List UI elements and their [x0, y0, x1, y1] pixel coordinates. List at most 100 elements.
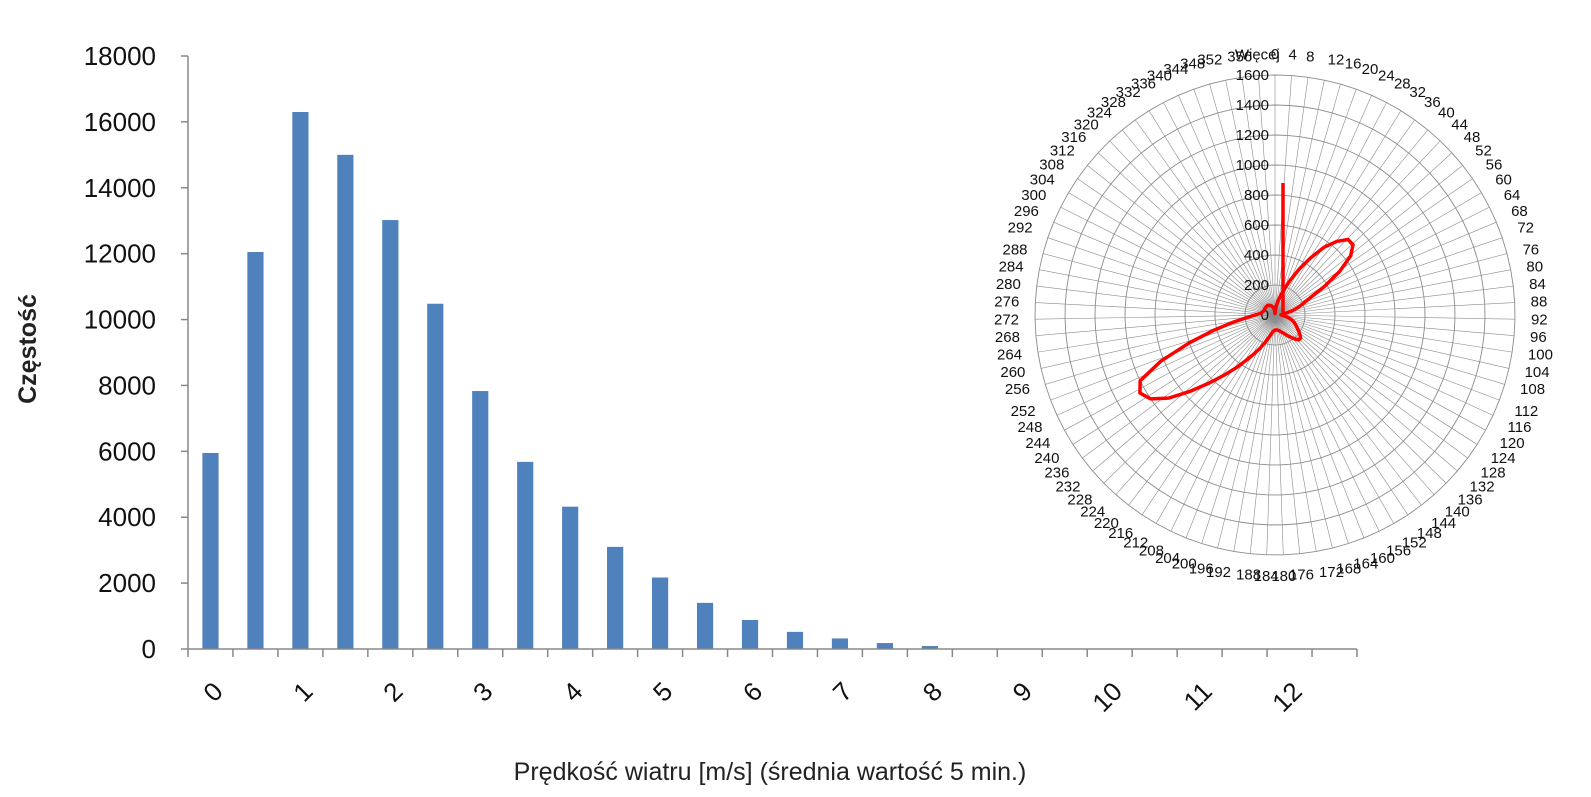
angle-label: 320	[1074, 116, 1099, 133]
angle-label: 72	[1517, 220, 1534, 237]
angle-label: 60	[1495, 171, 1512, 188]
y-tick-label: 8000	[98, 370, 156, 400]
bar	[517, 461, 534, 649]
radial-ticks: 0 200 400 600 800 1000 1200 1400 1600	[1236, 67, 1269, 324]
bar	[652, 577, 669, 649]
radial-tick-label: 1400	[1236, 97, 1269, 114]
y-axis-title: Częstość	[14, 294, 42, 404]
angle-label: 184	[1254, 568, 1279, 585]
angle-label: 28	[1394, 75, 1411, 92]
angle-label: 104	[1525, 364, 1550, 381]
angle-label: 156	[1386, 543, 1411, 560]
bar	[292, 112, 309, 649]
angle-label: 356	[1227, 48, 1252, 65]
angle-label: 140	[1445, 504, 1470, 521]
angle-label: 204	[1155, 550, 1180, 567]
angle-label: 192	[1206, 564, 1231, 581]
angle-label: 220	[1094, 515, 1119, 532]
angle-label: 256	[1005, 381, 1030, 398]
angle-label: 216	[1108, 525, 1133, 542]
angle-label: 244	[1025, 435, 1050, 452]
angle-label: 124	[1491, 450, 1516, 467]
radial-tick-label: 1000	[1236, 157, 1269, 174]
angle-label: 56	[1486, 157, 1503, 174]
angle-label: 148	[1417, 525, 1442, 542]
angle-label: 336	[1131, 75, 1156, 92]
radial-tick-label: 1600	[1236, 67, 1269, 84]
angle-label: 348	[1180, 56, 1205, 73]
angle-label: 316	[1061, 129, 1086, 146]
angle-label: 300	[1021, 187, 1046, 204]
bar	[562, 506, 579, 649]
angle-label: 236	[1044, 465, 1069, 482]
angle-label: 112	[1514, 403, 1538, 420]
y-tick-label: 18000	[84, 41, 156, 71]
y-tick-label: 6000	[98, 436, 156, 466]
angle-label: 284	[999, 259, 1024, 276]
angle-label: 332	[1116, 84, 1141, 101]
angle-label: 96	[1530, 329, 1547, 346]
angle-label: 36	[1424, 94, 1441, 111]
angle-label: 224	[1080, 504, 1105, 521]
angle-label: 84	[1529, 276, 1546, 293]
angle-label: 128	[1481, 465, 1506, 482]
angle-label: 312	[1050, 142, 1075, 159]
angle-label: 180	[1271, 568, 1296, 585]
y-tick-label: 0	[142, 634, 156, 664]
angle-label: 276	[994, 294, 1019, 311]
angle-label: 172	[1319, 564, 1344, 581]
angle-label: 288	[1003, 241, 1028, 258]
x-tick-label: 8	[917, 676, 948, 707]
angle-label: 32	[1409, 84, 1426, 101]
bar	[427, 303, 444, 649]
y-tick-label: 4000	[98, 502, 156, 532]
radial-tick-label: 800	[1244, 187, 1269, 204]
radar-gridline	[1244, 284, 1306, 346]
x-axis-title: Prędkość wiatru [m/s] (średnia wartość 5…	[514, 758, 1027, 786]
angle-label: 200	[1172, 556, 1197, 573]
angle-label: 64	[1504, 187, 1521, 204]
y-tick-label: 12000	[84, 239, 156, 269]
angle-label: 352	[1197, 51, 1222, 68]
angle-label: 344	[1163, 61, 1188, 78]
radial-tick-label: 200	[1244, 277, 1269, 294]
y-tick-label: 2000	[98, 568, 156, 598]
bar	[337, 154, 354, 650]
angle-label: 40	[1438, 105, 1455, 122]
bar	[607, 546, 624, 649]
bars	[202, 112, 938, 650]
angle-label: 164	[1353, 556, 1378, 573]
y-tick-label: 10000	[84, 305, 156, 335]
bar	[831, 638, 849, 649]
bar	[741, 620, 759, 649]
radar-gridline	[1064, 104, 1486, 526]
radial-tick-label: 1200	[1236, 127, 1269, 144]
angle-label: 292	[1008, 220, 1033, 237]
x-tick-label: 10	[1086, 676, 1128, 718]
bar	[696, 602, 714, 649]
bar	[921, 646, 938, 649]
radar-gridline	[1154, 194, 1396, 436]
bar	[247, 252, 264, 649]
x-tick-label: 5	[647, 676, 678, 707]
x-axis-ticks: 0 1 2 3 4 5 6 7 8 9 10 11 12	[197, 676, 1308, 718]
angle-label: 240	[1034, 450, 1059, 467]
angle-label: 280	[996, 276, 1021, 293]
angle-label: 308	[1039, 157, 1064, 174]
angle-label: 132	[1470, 478, 1495, 495]
y-tick-label: 14000	[84, 173, 156, 203]
axes	[181, 55, 1358, 657]
angle-label: 176	[1289, 567, 1314, 584]
angle-label: 48	[1464, 129, 1481, 146]
x-tick-label: 0	[197, 676, 228, 707]
angle-label: 152	[1402, 534, 1427, 551]
x-tick-label: 7	[827, 676, 858, 707]
histogram-chart: 0200040006000800010000120001400016000180…	[14, 41, 1358, 786]
radar-gridline	[1034, 74, 1516, 556]
radar-series-line	[1138, 237, 1355, 401]
angle-label: 12	[1328, 51, 1345, 68]
angle-label: 100	[1528, 347, 1553, 364]
x-tick-label: 6	[737, 676, 768, 707]
